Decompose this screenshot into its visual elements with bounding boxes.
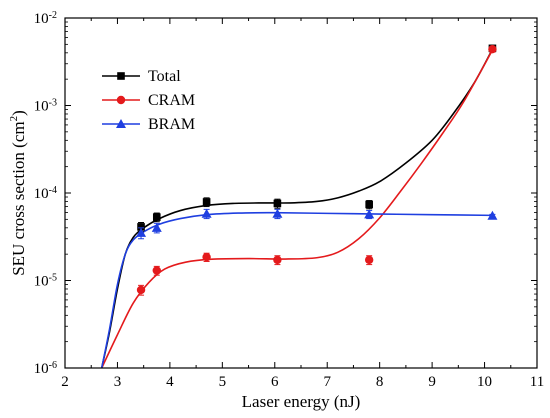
- y-axis-title-sup: 2: [8, 116, 20, 122]
- bram-point-2: [201, 208, 212, 218]
- y-tick-base-4: 10: [34, 11, 49, 27]
- bram-point-4: [364, 209, 375, 219]
- total-point-0: [137, 223, 145, 231]
- total-point-1: [152, 213, 161, 221]
- y-tick-base-0: 10: [34, 361, 49, 377]
- y-tick-exp-0: -6: [49, 360, 57, 371]
- total-point-4: [365, 200, 373, 209]
- cram-point-1: [152, 266, 161, 275]
- cram-point-4: [364, 255, 374, 265]
- y-tick-exp-1: -5: [49, 272, 57, 283]
- cram-point-5: [488, 44, 497, 54]
- cram-point-0: [136, 285, 146, 295]
- y-axis-title-main: SEU cross section (cm: [9, 121, 28, 275]
- y-tick-label-3: 10-3: [34, 97, 57, 115]
- y-axis-title-end: ): [9, 110, 28, 116]
- x-tick-label-1: 3: [114, 374, 122, 390]
- fit-curve-cram: [100, 49, 494, 368]
- x-tick-label-4: 6: [271, 374, 279, 390]
- fit-curve-bram: [100, 211, 493, 368]
- data-points: [136, 44, 498, 296]
- y-axis-title: SEU cross section (cm2): [8, 110, 28, 276]
- x-tick-label-7: 9: [428, 374, 436, 390]
- x-tick-label-5: 7: [323, 374, 331, 390]
- x-tick-label-2: 4: [166, 374, 174, 390]
- bram-point-3: [272, 208, 283, 218]
- bram-point-1: [151, 222, 162, 232]
- y-tick-label-2: 10-4: [34, 185, 57, 203]
- y-tick-base-3: 10: [34, 99, 49, 115]
- y-tick-label-4: 10-2: [34, 10, 57, 28]
- fit-curves: [100, 48, 494, 368]
- plot-frame: [64, 17, 538, 369]
- legend-label-total: Total: [148, 68, 181, 85]
- y-tick-exp-3: -3: [49, 97, 57, 108]
- bram-point-0: [136, 227, 147, 237]
- total-point-2: [202, 198, 211, 206]
- total-point-3: [273, 199, 282, 208]
- x-tick-label-3: 5: [219, 374, 227, 390]
- y-tick-label-0: 10-6: [34, 360, 57, 378]
- x-tick-label-9: 11: [530, 374, 544, 390]
- y-tick-exp-4: -2: [49, 10, 57, 21]
- x-axis-title: Laser energy (nJ): [242, 392, 361, 411]
- y-tick-exp-2: -4: [49, 185, 57, 196]
- legend-label-bram: BRAM: [148, 116, 195, 133]
- cram-point-3: [273, 255, 282, 265]
- legend-marker-bram: [116, 119, 126, 128]
- legend: Total CRAM BRAM: [102, 68, 195, 133]
- x-tick-label-8: 10: [477, 374, 492, 390]
- cram-point-2: [202, 252, 211, 262]
- bram-point-5: [487, 210, 498, 220]
- legend-label-cram: CRAM: [148, 92, 195, 109]
- y-tick-label-1: 10-5: [34, 272, 57, 290]
- y-tick-base-1: 10: [34, 274, 49, 290]
- axes: [64, 17, 538, 369]
- y-tick-base-2: 10: [34, 186, 49, 202]
- legend-marker-total: [117, 72, 125, 80]
- x-tick-label-6: 8: [376, 374, 384, 390]
- x-tick-label-0: 2: [61, 374, 69, 390]
- legend-marker-cram: [116, 95, 126, 105]
